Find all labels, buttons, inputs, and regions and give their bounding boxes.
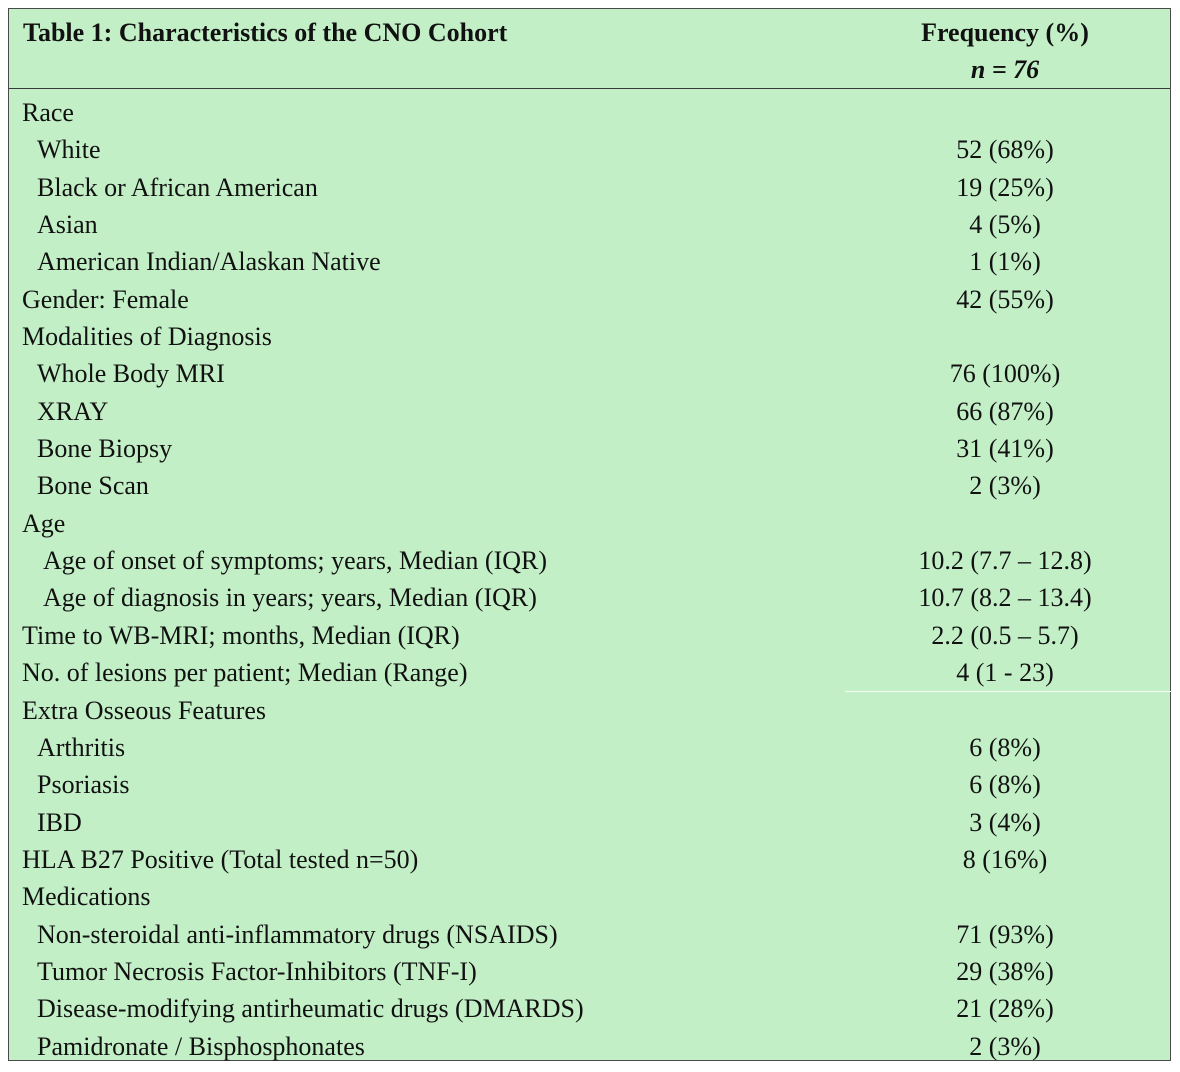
- row-frequency-value: 10.7 (8.2 – 13.4): [918, 583, 1092, 613]
- table-row: White 52 (68%): [9, 131, 1170, 168]
- table-section-row: Age: [9, 505, 1170, 542]
- row-label: Pamidronate / Bisphosphonates: [37, 1031, 365, 1061]
- section-heading: Medications: [22, 882, 151, 912]
- row-label: Age of onset of symptoms; years, Median …: [43, 546, 548, 576]
- table-row: Time to WB-MRI; months, Median (IQR) 2.2 …: [9, 617, 1170, 654]
- table-row: HLA B27 Positive (Total tested n=50) 8 (1…: [9, 841, 1170, 878]
- row-frequency-value: 21 (28%): [956, 994, 1054, 1024]
- row-label: Bone Biopsy: [37, 434, 173, 464]
- table-row: Pamidronate / Bisphosphonates 2 (3%): [9, 1028, 1170, 1065]
- row-label: Non-steroidal anti-inflammatory drugs (N…: [37, 919, 558, 949]
- table-row: Whole Body MRI 76 (100%): [9, 355, 1170, 392]
- row-frequency-value: 4 (5%): [969, 210, 1041, 240]
- row-frequency-value: 10.2 (7.7 – 12.8): [918, 546, 1092, 576]
- row-frequency-value: 1 (1%): [969, 247, 1041, 277]
- row-label: Psoriasis: [37, 770, 130, 800]
- table-row: Bone Biopsy 31 (41%): [9, 430, 1170, 467]
- table-row: Disease-modifying antirheumatic drugs (D…: [9, 990, 1170, 1027]
- row-frequency-value: 31 (41%): [956, 434, 1054, 464]
- table-header: Table 1: Characteristics of the CNO Coho…: [9, 9, 1170, 89]
- row-label: Arthritis: [37, 732, 126, 762]
- table-row: Black or African American 19 (25%): [9, 169, 1170, 206]
- row-label: XRAY: [37, 396, 109, 426]
- row-frequency-value: 3 (4%): [969, 807, 1041, 837]
- row-label: Time to WB-MRI; months, Median (IQR): [22, 620, 460, 650]
- row-label: IBD: [37, 807, 82, 837]
- section-heading: Age: [22, 508, 66, 538]
- table-section-row: Race: [9, 94, 1170, 131]
- row-label: Whole Body MRI: [37, 359, 225, 389]
- table-row: Asian 4 (5%): [9, 206, 1170, 243]
- row-frequency-value: 4 (1 - 23): [956, 658, 1054, 688]
- row-label: Disease-modifying antirheumatic drugs (D…: [37, 994, 584, 1024]
- table-section-row: Modalities of Diagnosis: [9, 318, 1170, 355]
- row-frequency-value: 6 (8%): [969, 770, 1041, 800]
- row-label: Bone Scan: [37, 471, 149, 501]
- table-row: Bone Scan 2 (3%): [9, 467, 1170, 504]
- row-frequency-value: 66 (87%): [956, 396, 1054, 426]
- row-frequency-value: 19 (25%): [956, 172, 1054, 202]
- row-frequency-value: 8 (16%): [962, 844, 1048, 874]
- row-frequency-value: 2 (3%): [969, 471, 1041, 501]
- table-row: American Indian/Alaskan Native 1 (1%): [9, 243, 1170, 280]
- table-row: No. of lesions per patient; Median (Rang…: [9, 654, 1170, 691]
- frequency-column-header: Frequency (%): [921, 18, 1089, 47]
- row-label: Age of diagnosis in years; years, Median…: [43, 583, 537, 613]
- row-label: Asian: [37, 210, 98, 240]
- row-frequency-value: 52 (68%): [956, 135, 1054, 165]
- sample-size-subheader: n = 76: [970, 55, 1040, 84]
- table-section-row: Extra Osseous Features: [9, 692, 1170, 729]
- row-frequency-value: 76 (100%): [949, 359, 1061, 389]
- table-row: Tumor Necrosis Factor-Inhibitors (TNF-I)…: [9, 953, 1170, 990]
- table-row: XRAY 66 (87%): [9, 393, 1170, 430]
- row-frequency-value: 71 (93%): [956, 919, 1054, 949]
- row-divider: [845, 690, 1171, 692]
- row-label: Tumor Necrosis Factor-Inhibitors (TNF-I): [37, 956, 477, 986]
- table-row: IBD 3 (4%): [9, 804, 1170, 841]
- row-frequency-value: 2 (3%): [969, 1031, 1041, 1061]
- row-label: Gender: Female: [22, 284, 189, 314]
- table-row: Age of onset of symptoms; years, Median …: [9, 542, 1170, 579]
- table-row: Arthritis 6 (8%): [9, 729, 1170, 766]
- table-row: Gender: Female 42 (55%): [9, 281, 1170, 318]
- row-label: Black or African American: [37, 172, 318, 202]
- table-row: Age of diagnosis in years; years, Median…: [9, 579, 1170, 616]
- row-frequency-value: 29 (38%): [956, 956, 1054, 986]
- row-frequency-value: 6 (8%): [969, 732, 1041, 762]
- table-body: Race White 52 (68%) Black or African Americ…: [9, 94, 1171, 1065]
- row-frequency-value: 42 (55%): [956, 284, 1054, 314]
- row-label: No. of lesions per patient; Median (Rang…: [22, 658, 468, 688]
- row-label: American Indian/Alaskan Native: [37, 247, 381, 277]
- table-row: Psoriasis 6 (8%): [9, 766, 1170, 803]
- section-heading: Modalities of Diagnosis: [22, 322, 272, 352]
- section-heading: Race: [22, 98, 74, 127]
- row-label: HLA B27 Positive (Total tested n=50): [22, 844, 419, 874]
- row-frequency-value: 2.2 (0.5 – 5.7): [931, 620, 1079, 650]
- table-row: Non-steroidal anti-inflammatory drugs (N…: [9, 916, 1170, 953]
- row-label: White: [37, 135, 101, 165]
- cohort-characteristics-table: Table 1: Characteristics of the CNO Coho…: [8, 8, 1171, 1061]
- table-section-row: Medications: [9, 878, 1170, 915]
- table-caption: Table 1: Characteristics of the CNO Coho…: [23, 18, 508, 47]
- section-heading: Extra Osseous Features: [22, 695, 267, 725]
